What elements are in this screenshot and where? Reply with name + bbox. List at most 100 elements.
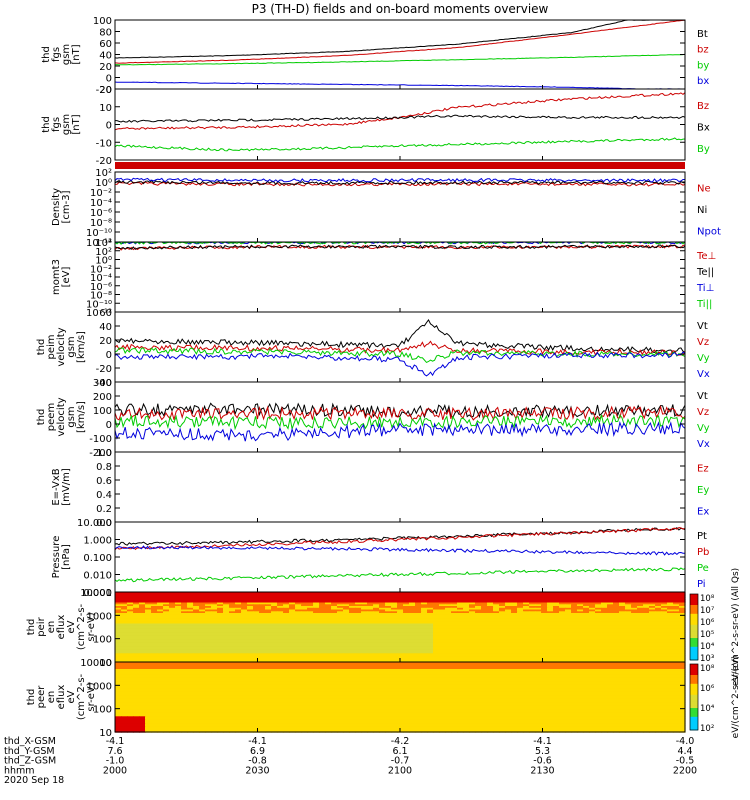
spectrogram-cell (217, 593, 224, 597)
spectrogram-cell (349, 637, 356, 640)
spectrogram-cell (463, 662, 470, 665)
spectrogram-cell (499, 642, 506, 646)
spectrogram-cell (661, 656, 668, 660)
spectrogram-cell (163, 639, 170, 642)
spectrogram-cell (217, 609, 224, 612)
spectrogram-cell (457, 656, 464, 660)
spectrogram-cell (181, 655, 188, 658)
spectrogram-cell (349, 600, 356, 604)
spectrogram-cell (457, 604, 464, 607)
spectrogram-cell (253, 672, 260, 675)
spectrogram-cell (475, 607, 482, 611)
spectrogram-cell (547, 628, 554, 632)
spectrogram-cell (445, 621, 452, 625)
spectrogram-cell (673, 611, 680, 614)
spectrogram-cell (313, 614, 320, 618)
spectrogram-cell (631, 592, 638, 595)
spectrogram-cell (391, 634, 398, 637)
spectrogram-cell (133, 672, 140, 675)
y-tick-label: -100 (89, 434, 112, 445)
spectrogram-cell (463, 653, 470, 656)
spectrogram-cell (235, 623, 242, 626)
spectrogram-cell (577, 620, 584, 623)
spectrogram-cell (295, 641, 302, 644)
spectrogram-cell (241, 600, 248, 604)
spectrogram-cell (379, 618, 386, 621)
spectrogram-cell (127, 628, 134, 632)
spectrogram-cell (259, 604, 266, 607)
spectrogram-cell (205, 639, 212, 642)
colorbar-segment (690, 633, 698, 637)
spectrogram-cell (559, 669, 566, 672)
spectrogram-cell (589, 644, 596, 647)
spectrogram-cell (505, 655, 512, 658)
spectrogram-cell (427, 632, 434, 635)
spectrogram-cell (283, 669, 290, 672)
spectrogram-cell (529, 592, 536, 595)
spectrogram-cell (433, 670, 440, 674)
spectrogram-cell (199, 616, 206, 619)
spectrogram-cell (379, 613, 386, 616)
spectrogram-cell (115, 623, 122, 626)
spectrogram-cell (607, 663, 614, 667)
spectrogram-cell (331, 658, 338, 661)
spectrogram-cell (367, 644, 374, 647)
spectrogram-cell (589, 606, 596, 609)
spectrogram-cell (571, 665, 578, 668)
spectrogram-cell (679, 607, 686, 611)
spectrogram-cell (475, 611, 482, 614)
spectrogram-cell (193, 649, 200, 653)
spectrogram-cell (151, 614, 158, 618)
spectrogram-cell (673, 663, 680, 667)
spectrogram-cell (373, 607, 380, 611)
spectrogram-cell (379, 609, 386, 612)
spectrogram-cell (391, 644, 398, 647)
spectrogram-cell (283, 642, 290, 646)
spectrogram-cell (613, 597, 620, 600)
spectrogram-cell (511, 655, 518, 658)
spectrogram-cell (439, 613, 446, 616)
spectrogram-cell (469, 620, 476, 623)
spectrogram-cell (607, 670, 614, 674)
series-npot (114, 177, 685, 183)
spectrogram-cell (499, 639, 506, 642)
spectrogram-cell (415, 593, 422, 597)
spectrogram-cell (139, 632, 146, 635)
spectrogram-cell (253, 663, 260, 667)
spectrogram-cell (145, 616, 152, 619)
spectrogram-cell (409, 653, 416, 656)
spectrogram-cell (205, 627, 212, 630)
spectrogram-cell (451, 599, 458, 602)
spectrogram-cell (409, 674, 416, 677)
spectrogram-cell (631, 621, 638, 625)
spectrogram-cell (181, 653, 188, 656)
spectrogram-cell (559, 656, 566, 660)
spectrogram-cell (385, 620, 392, 623)
spectrogram-cell (139, 655, 146, 658)
legend-item: Npot (697, 226, 721, 237)
spectrogram-cell (541, 628, 548, 632)
spectrogram-cell (409, 607, 416, 611)
spectrogram-cell (655, 672, 662, 675)
spectrogram-cell (283, 637, 290, 640)
spectrogram-cell (571, 599, 578, 602)
spectrogram-cell (619, 644, 626, 647)
spectrogram-cell (211, 602, 218, 605)
spectrogram-cell (205, 646, 212, 649)
spectrogram-cell (115, 632, 122, 635)
spectrogram-cell (655, 611, 662, 614)
spectrogram-cell (445, 609, 452, 612)
spectrogram-cell (499, 621, 506, 625)
spectrogram-cell (649, 665, 656, 668)
spectrogram-cell (655, 632, 662, 635)
spectrogram-cell (241, 649, 248, 653)
spectrogram-cell (535, 604, 542, 607)
spectrogram-cell (181, 676, 188, 679)
spectrogram-cell (223, 665, 230, 668)
spectrogram-cell (625, 618, 632, 621)
spectrogram-cell (427, 667, 434, 670)
spectrogram-cell (295, 674, 302, 677)
spectrogram-cell (139, 662, 146, 665)
spectrogram-cell (139, 609, 146, 612)
